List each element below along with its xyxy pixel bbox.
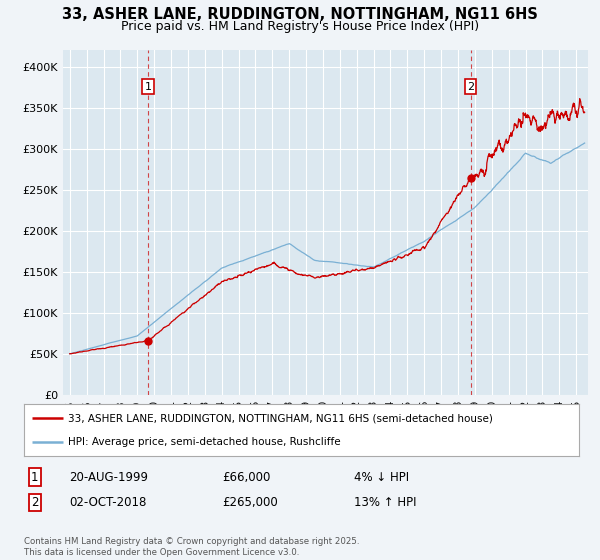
- Text: 1: 1: [145, 82, 152, 92]
- Point: [143, 336, 153, 345]
- Text: Contains HM Land Registry data © Crown copyright and database right 2025.
This d: Contains HM Land Registry data © Crown c…: [24, 537, 359, 557]
- Text: 33, ASHER LANE, RUDDINGTON, NOTTINGHAM, NG11 6HS (semi-detached house): 33, ASHER LANE, RUDDINGTON, NOTTINGHAM, …: [68, 413, 493, 423]
- Text: 2: 2: [31, 496, 38, 509]
- Text: £265,000: £265,000: [222, 496, 278, 509]
- Text: 20-AUG-1999: 20-AUG-1999: [69, 470, 148, 484]
- Text: 4% ↓ HPI: 4% ↓ HPI: [354, 470, 409, 484]
- Text: Price paid vs. HM Land Registry's House Price Index (HPI): Price paid vs. HM Land Registry's House …: [121, 20, 479, 33]
- Text: 33, ASHER LANE, RUDDINGTON, NOTTINGHAM, NG11 6HS: 33, ASHER LANE, RUDDINGTON, NOTTINGHAM, …: [62, 7, 538, 22]
- Text: 02-OCT-2018: 02-OCT-2018: [69, 496, 146, 509]
- Text: HPI: Average price, semi-detached house, Rushcliffe: HPI: Average price, semi-detached house,…: [68, 437, 341, 447]
- Text: £66,000: £66,000: [222, 470, 271, 484]
- Text: 13% ↑ HPI: 13% ↑ HPI: [354, 496, 416, 509]
- Text: 2: 2: [467, 82, 474, 92]
- Point: [466, 173, 475, 182]
- Text: 1: 1: [31, 470, 38, 484]
